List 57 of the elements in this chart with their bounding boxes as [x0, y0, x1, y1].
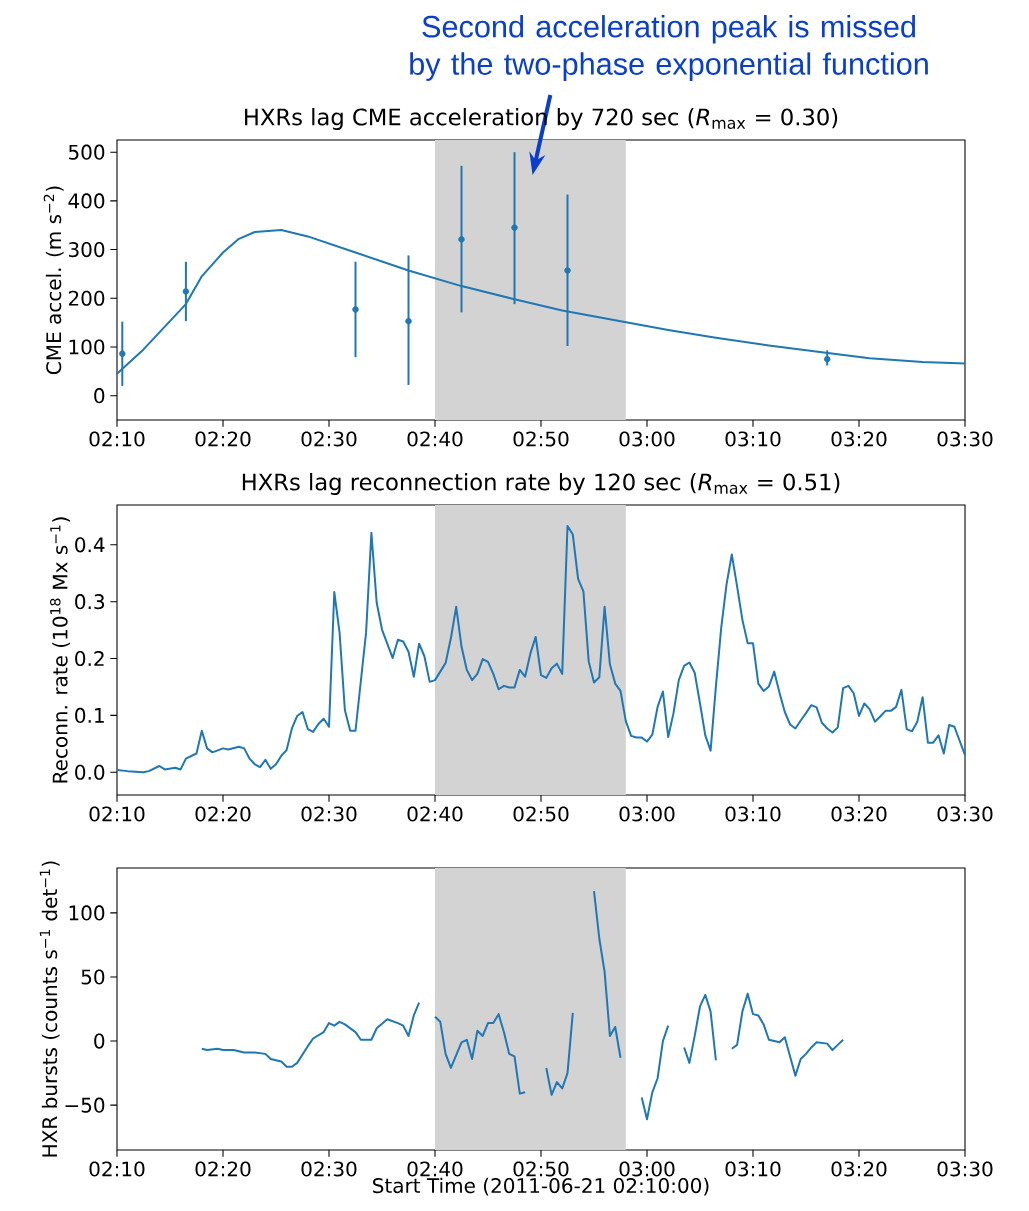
x-tick-label: 02:10 [89, 806, 145, 822]
x-tick-label: 03:10 [725, 806, 781, 822]
point [511, 224, 518, 231]
x-tick-label: 02:20 [195, 431, 251, 447]
x-tick-label: 03:10 [725, 1161, 781, 1177]
y-tick-label: 100 [69, 905, 105, 921]
y-tick-label: 400 [68, 193, 105, 209]
y-tick-label: 0.3 [75, 594, 105, 610]
point [405, 317, 412, 325]
y-tick-label: 0 [94, 388, 105, 404]
point [119, 350, 126, 357]
y-tick-label: 0.4 [75, 537, 105, 553]
x-tick-label: 02:30 [301, 431, 357, 447]
point [824, 355, 831, 363]
x-tick-label: 02:30 [301, 806, 357, 822]
x-tick-label: 03:10 [725, 431, 781, 447]
x-tick-label: 03:30 [937, 1161, 993, 1177]
y-tick-label: 300 [68, 242, 105, 258]
x-tick-label: 03:30 [937, 431, 993, 447]
x-tick-label: 03:00 [619, 431, 675, 447]
x-tick-label: 02:20 [195, 1161, 251, 1177]
x-tick-label: 03:20 [831, 431, 887, 447]
x-tick-label: 02:50 [513, 806, 569, 822]
x-tick-label: 03:20 [831, 806, 887, 822]
x-tick-label: 03:20 [831, 1161, 887, 1177]
x-tick-label: 03:00 [619, 806, 675, 822]
line-series [116, 525, 967, 774]
y-axis-title: CME accel. (m s$^{−2}$) [43, 186, 64, 375]
x-tick-label: 02:40 [407, 431, 463, 447]
y-tick-label: −50 [65, 1097, 105, 1113]
x-tick-label: 02:50 [513, 1161, 569, 1177]
point [352, 306, 359, 313]
y-tick-label: 0 [94, 1033, 105, 1049]
point [458, 236, 465, 243]
x-tick-label: 03:00 [619, 1161, 675, 1177]
chart-title: HXRs lag reconnection rate by 120 sec (R$_{max}$ = 0.51) [242, 473, 840, 495]
x-tick-label: 02:20 [195, 806, 251, 822]
y-tick-label: 200 [68, 290, 105, 306]
y-tick-label: 50 [81, 969, 105, 985]
x-axis-title: Start Time (2011-06-21 02:10:00) [373, 1177, 709, 1196]
text: Second acceleration peak is missed by the two-phase exponential function [410, 15, 928, 81]
y-axis-title: HXR bursts (counts s$^{−1}$ det$^{−1}$) [39, 861, 60, 1157]
x-tick-label: 02:10 [89, 1161, 145, 1177]
x-tick-label: 03:30 [937, 806, 993, 822]
y-tick-label: 500 [69, 144, 105, 160]
x-tick-label: 02:40 [407, 806, 463, 822]
y-tick-label: 0.2 [75, 650, 104, 667]
x-tick-label: 02:50 [513, 431, 569, 447]
point [182, 288, 190, 295]
point [564, 267, 571, 274]
y-axis-title: Reconn. rate (10$^{18}$ Mx s$^{−1}$) [50, 517, 70, 783]
y-tick-label: 0.0 [75, 764, 105, 780]
y-tick-label: 0.1 [75, 707, 104, 723]
y-tick-label: 100 [69, 339, 105, 355]
x-tick-label: 02:40 [407, 1161, 463, 1177]
x-tick-label: 02:10 [89, 431, 145, 447]
x-tick-label: 02:30 [301, 1161, 357, 1177]
